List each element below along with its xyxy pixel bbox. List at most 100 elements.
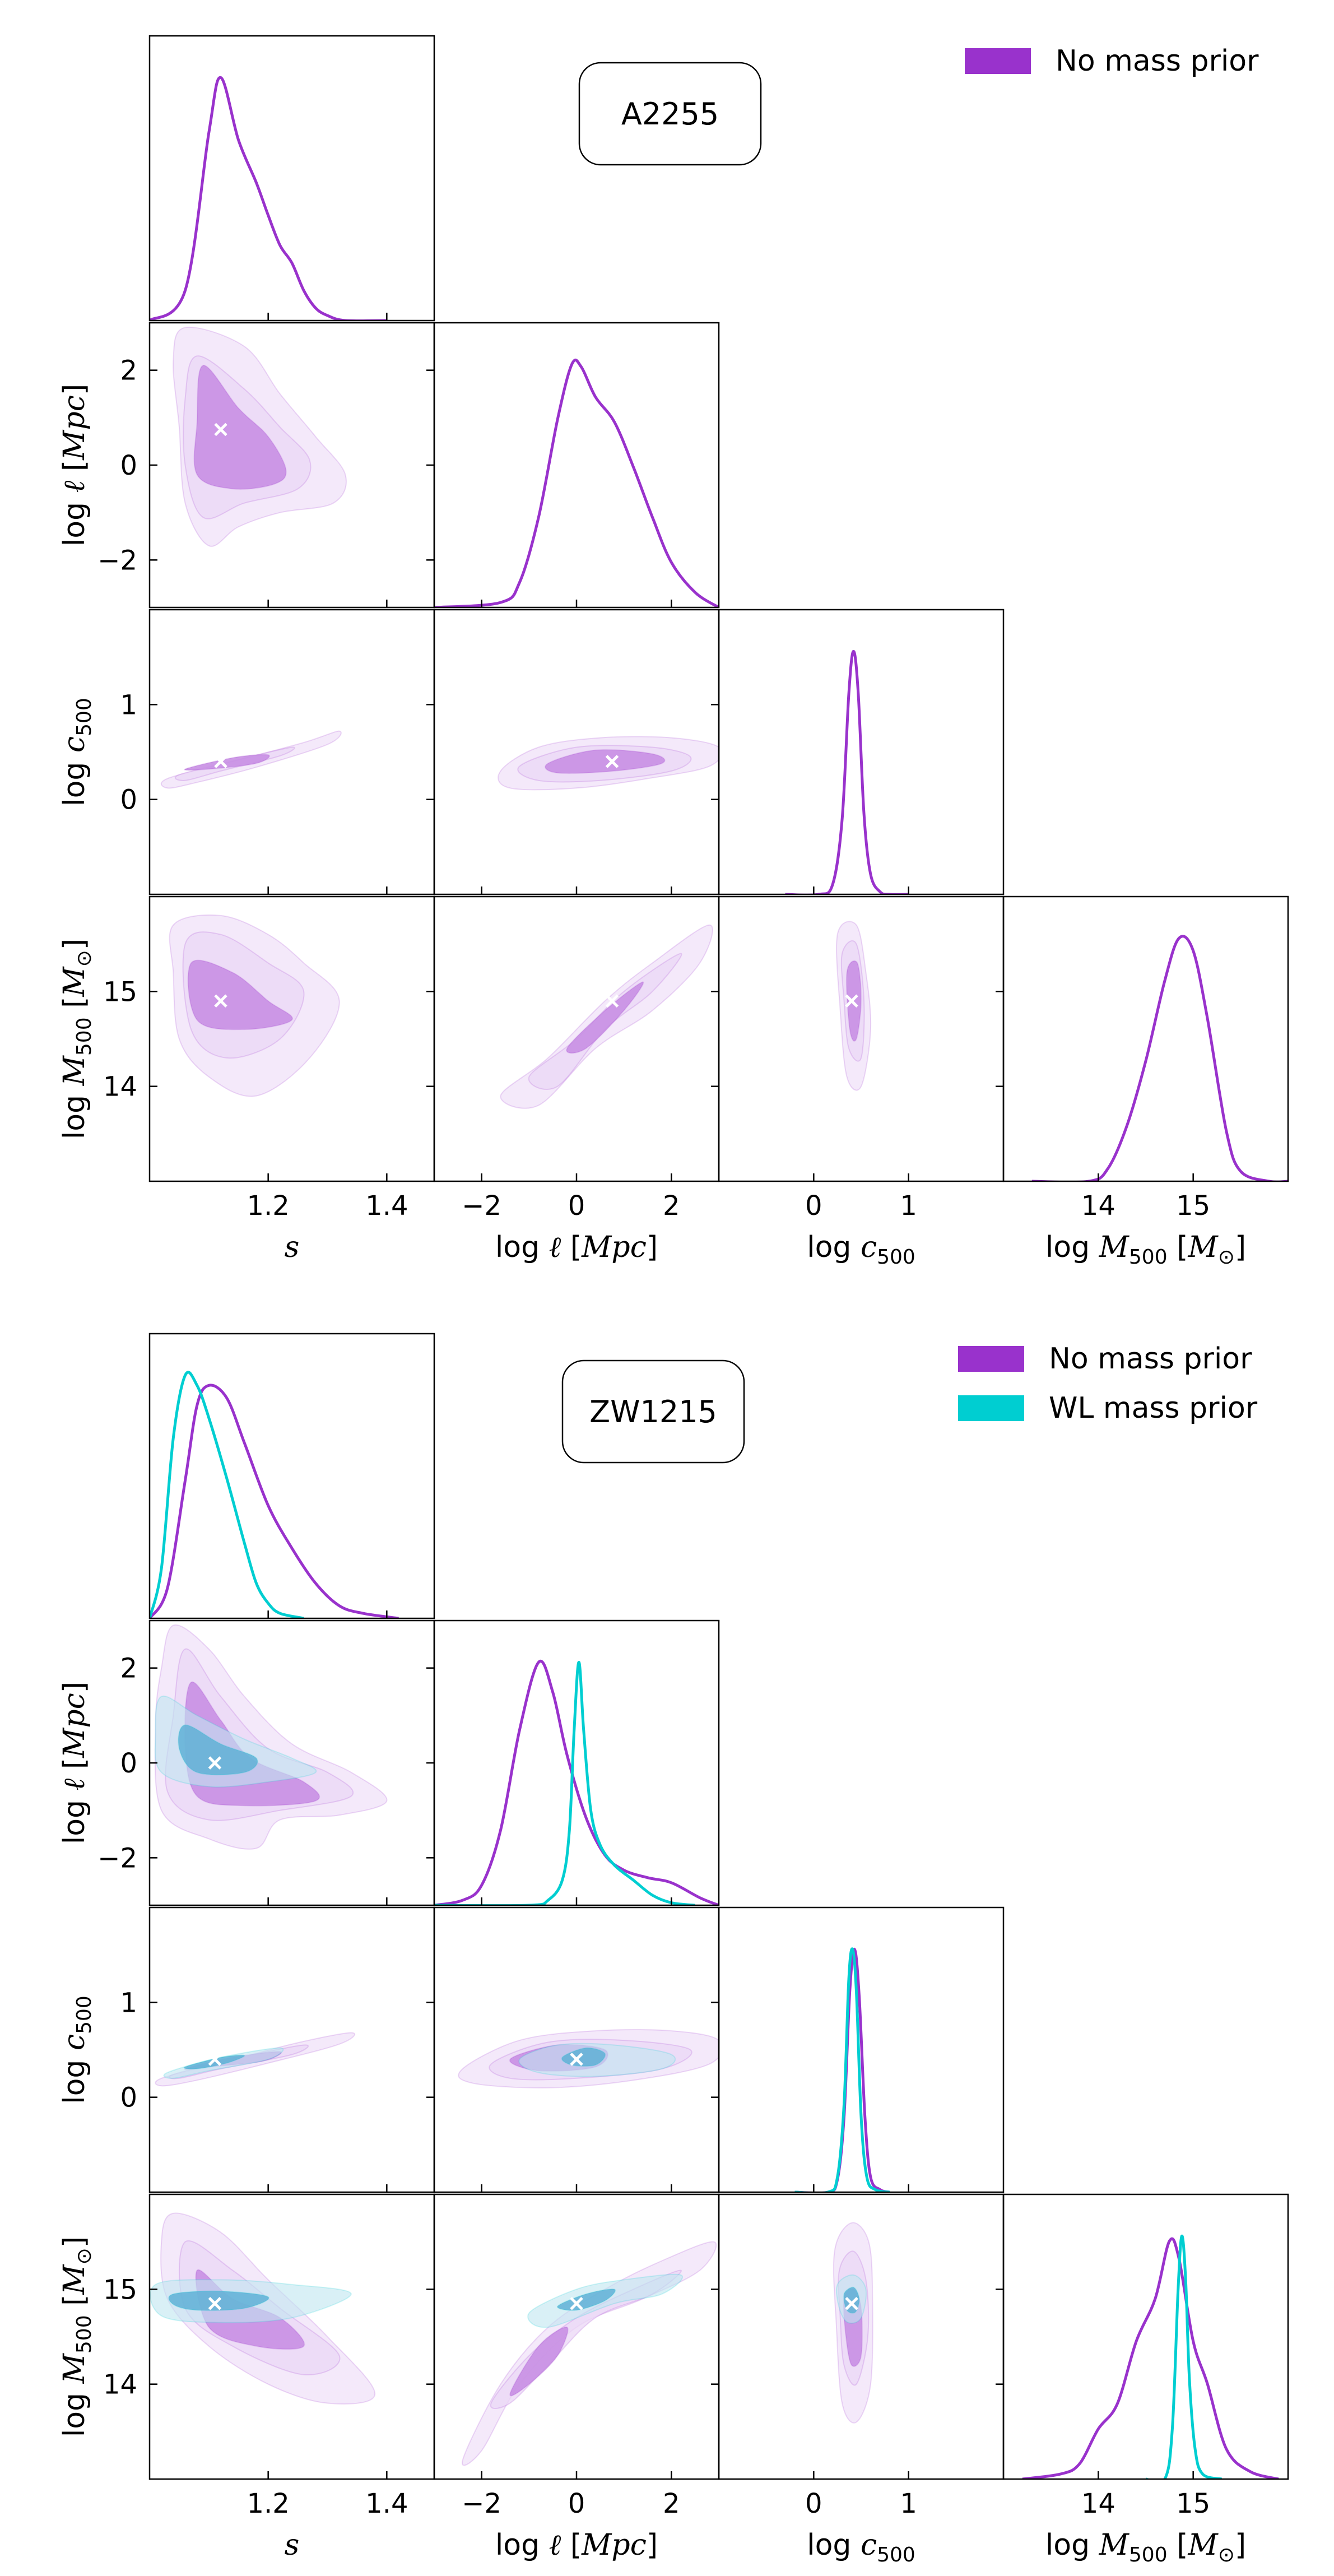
axis-label-logM: log M500 [M⊙] (1045, 1231, 1246, 1269)
best-fit-marker (605, 755, 619, 768)
y-tick-label: 15 (103, 2274, 137, 2305)
contour-inner-no-mass-prior (193, 365, 287, 490)
panel-logc-vs-logc (718, 1906, 1005, 2193)
x-tick-label: 15 (1176, 1190, 1210, 1222)
marginal-logc-wl-mass-prior (794, 1947, 890, 2192)
axis-label-logc: log c500 (807, 1231, 915, 1269)
axis-label-logl: log ℓ [Mpc] (495, 2528, 658, 2562)
x-tick-label: 2 (663, 2488, 680, 2519)
x-tick-label: −2 (462, 1190, 501, 1222)
legend: No mass prior (965, 44, 1259, 78)
y-tick-label: −2 (97, 1842, 137, 1874)
panel-logc-vs-s: 01 (120, 609, 435, 895)
y-tick-label: −2 (97, 545, 137, 576)
axis-label-logc: log c500 (807, 2528, 915, 2566)
panel-logc-vs-logc (718, 609, 1005, 895)
panel-logl-vs-s: −2 0 2 (97, 322, 435, 609)
axis-label-logM: log M500 [M⊙] (58, 2236, 96, 2437)
y-tick-label: 1 (120, 1987, 137, 2018)
axis-label-logl: log ℓ [Mpc] (58, 384, 91, 546)
legend-label: WL mass prior (1049, 1391, 1258, 1425)
panel-logM-vs-logl: −2 0 2 (433, 895, 720, 1222)
panel-logM-vs-logl: −2 0 2 (433, 2193, 720, 2519)
marginal-logM-wl-mass-prior (1146, 2234, 1223, 2479)
panel-logM-vs-logM: 14 15 (1002, 2193, 1289, 2519)
x-tick-label: 14 (1081, 2488, 1115, 2519)
marginal-s-wl-mass-prior (150, 1371, 304, 1618)
panel-logM-vs-logM: 14 15 (1002, 895, 1289, 1222)
axis-label-s: s (285, 2528, 300, 2562)
legend-swatch (958, 1395, 1024, 1421)
cluster-title: A2255 (621, 96, 719, 132)
axis-label-s: s (285, 1231, 300, 1264)
contour-inner-wl-mass-prior (557, 2288, 616, 2311)
contour-inner-no-mass-prior (187, 959, 293, 1031)
panel-s-vs-s (148, 35, 435, 322)
axis-label-logl: log ℓ [Mpc] (495, 1231, 658, 1264)
x-tick-label: 0 (568, 1190, 585, 1222)
x-tick-label: 1 (900, 2488, 917, 2519)
marginal-logl-no-mass-prior (434, 1659, 719, 1905)
x-tick-label: 1.4 (365, 1190, 408, 1222)
panel-logc-vs-logl (433, 1906, 720, 2193)
marginal-logM-no-mass-prior (1022, 2237, 1279, 2479)
marginal-logl-wl-mass-prior (434, 1660, 695, 1905)
best-fit-marker (845, 2296, 858, 2310)
marginal-logc-no-mass-prior (794, 1947, 890, 2192)
panel-logc-vs-logl (433, 609, 720, 895)
panel-logl-vs-logl (433, 1619, 720, 1906)
best-fit-marker (214, 755, 227, 768)
best-fit-marker (208, 2296, 222, 2310)
x-tick-label: 14 (1081, 1190, 1115, 1222)
best-fit-marker (845, 994, 858, 1008)
legend-swatch (958, 1346, 1024, 1372)
y-tick-label: 15 (103, 976, 137, 1008)
marginal-s-no-mass-prior (150, 76, 387, 321)
axis-label-logM: log M500 [M⊙] (58, 939, 96, 1139)
legend: No mass prior WL mass prior (958, 1342, 1258, 1425)
panel-logl-vs-logl (433, 322, 720, 609)
cluster-title: ZW1215 (589, 1394, 717, 1429)
x-tick-label: 0 (568, 2488, 585, 2519)
marginal-logc-no-mass-prior (785, 649, 909, 894)
y-tick-label: 2 (120, 1653, 137, 1684)
panel-logc-vs-s: 01 (120, 1906, 435, 2193)
marginal-s-no-mass-prior (150, 1384, 399, 1618)
contour-inner-wl-mass-prior (178, 1724, 258, 1776)
contour-outer-wl-mass-prior (527, 2273, 683, 2328)
x-tick-label: 0 (805, 1190, 822, 1222)
contour-inner-no-mass-prior (509, 2326, 569, 2397)
panel-s-vs-s (148, 1333, 435, 1619)
cluster-title-box: A2255 (578, 62, 762, 166)
x-tick-label: 0 (805, 2488, 822, 2519)
axis-label-logM: log M500 [M⊙] (1045, 2528, 1246, 2566)
legend-label: No mass prior (1049, 1342, 1252, 1376)
marginal-logM-no-mass-prior (1031, 935, 1288, 1181)
x-tick-label: 1.4 (365, 2488, 408, 2519)
contour-inner-no-mass-prior (545, 749, 666, 774)
y-tick-label: 0 (120, 450, 137, 481)
x-tick-label: 1.2 (247, 2488, 289, 2519)
x-tick-label: 2 (663, 1190, 680, 1222)
y-tick-label: 0 (120, 1748, 137, 1779)
panel-logM-vs-s: 14 15 1.2 1.4 (103, 2193, 435, 2519)
x-tick-label: 15 (1176, 2488, 1210, 2519)
y-tick-label: 0 (120, 2082, 137, 2114)
panel-logM-vs-s: 14 15 1.2 1.4 (103, 895, 435, 1222)
contour-inner-no-mass-prior (845, 960, 862, 1042)
marginal-logl-no-mass-prior (434, 358, 719, 607)
y-tick-label: 1 (120, 689, 137, 721)
best-fit-marker (208, 2053, 222, 2066)
axis-label-logc: log c500 (58, 1995, 96, 2104)
x-tick-label: 1.2 (247, 1190, 289, 1222)
axis-label-logc: log c500 (58, 698, 96, 806)
best-fit-marker (570, 2296, 583, 2310)
y-tick-label: 14 (103, 2369, 137, 2401)
best-fit-marker (214, 423, 227, 437)
panel-logl-vs-s: −2 0 2 (97, 1619, 435, 1906)
